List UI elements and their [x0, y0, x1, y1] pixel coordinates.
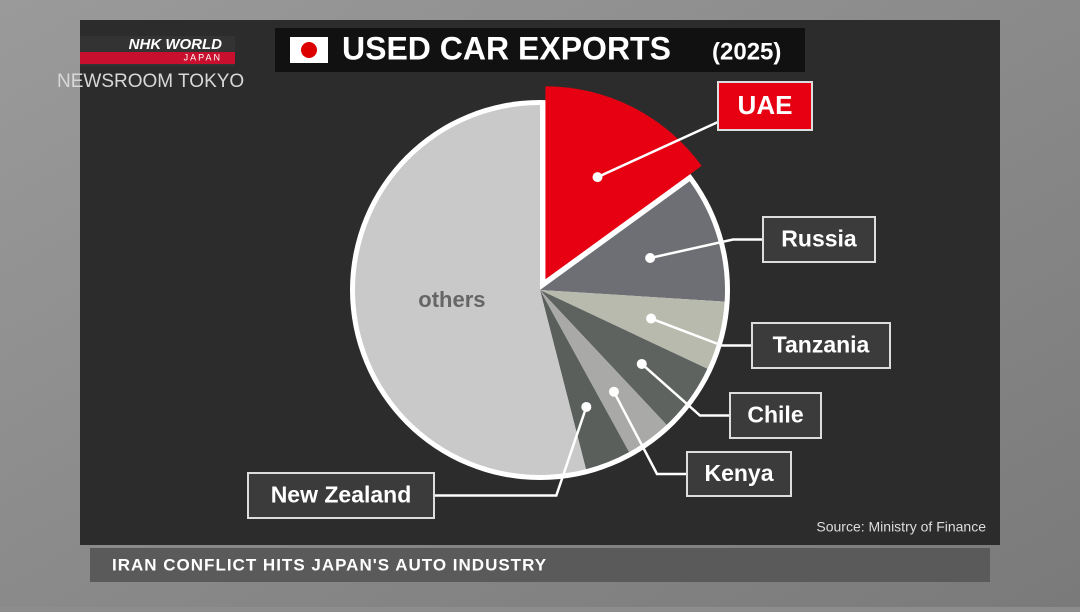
- pie-slice: [540, 290, 630, 470]
- headline-bar: [90, 548, 990, 582]
- slice-label: Russia: [781, 226, 857, 252]
- label-box: [686, 451, 792, 497]
- headline: IRAN CONFLICT HITS JAPAN'S AUTO INDUSTRY: [112, 555, 547, 574]
- leader-dot: [581, 401, 592, 412]
- pie-slice: [545, 86, 702, 280]
- leader-dot: [646, 313, 657, 324]
- labels: UAE Russia Tanzania Chile Kenya New Zealand ot…: [247, 81, 891, 519]
- pie: [350, 86, 730, 480]
- leader-dot: [592, 172, 603, 183]
- logo: NHK WORLD: [129, 36, 222, 53]
- leader-line: [434, 406, 588, 497]
- leader-line: [597, 120, 719, 179]
- logo-stripe: [80, 52, 235, 64]
- leader-dot: [608, 386, 619, 397]
- pie-slice: [540, 290, 667, 453]
- flag-sun: [301, 42, 317, 58]
- slice-label: Chile: [747, 402, 803, 428]
- label-box: [717, 81, 813, 131]
- leader-line: [649, 238, 763, 260]
- slice-label: UAE: [738, 90, 793, 120]
- title-bar: [275, 28, 805, 72]
- label-box: [729, 392, 822, 439]
- pie-slice: [540, 181, 725, 302]
- logo-sub: JAPAN: [184, 52, 222, 62]
- source: Source: Ministry of Finance: [816, 519, 986, 535]
- leader-line: [612, 391, 687, 476]
- chart-subtitle: (2025): [712, 38, 781, 65]
- leader-line: [640, 363, 730, 417]
- leader-dot: [636, 358, 647, 369]
- slice-label: Tanzania: [773, 332, 870, 358]
- chart-title: USED CAR EXPORTS: [342, 30, 671, 66]
- label-box: [762, 216, 876, 263]
- program-name: NEWSROOM TOKYO: [57, 71, 244, 92]
- slice-label: others: [418, 287, 485, 312]
- pie-slice: [540, 290, 708, 425]
- slice-label: Kenya: [704, 460, 773, 486]
- leader-dot: [645, 252, 656, 263]
- label-box: [247, 472, 435, 519]
- slice-label: New Zealand: [271, 482, 412, 508]
- pie-slice: [540, 290, 725, 369]
- label-box: [751, 322, 891, 369]
- leader-line: [650, 317, 752, 347]
- pie-slice: [355, 105, 587, 475]
